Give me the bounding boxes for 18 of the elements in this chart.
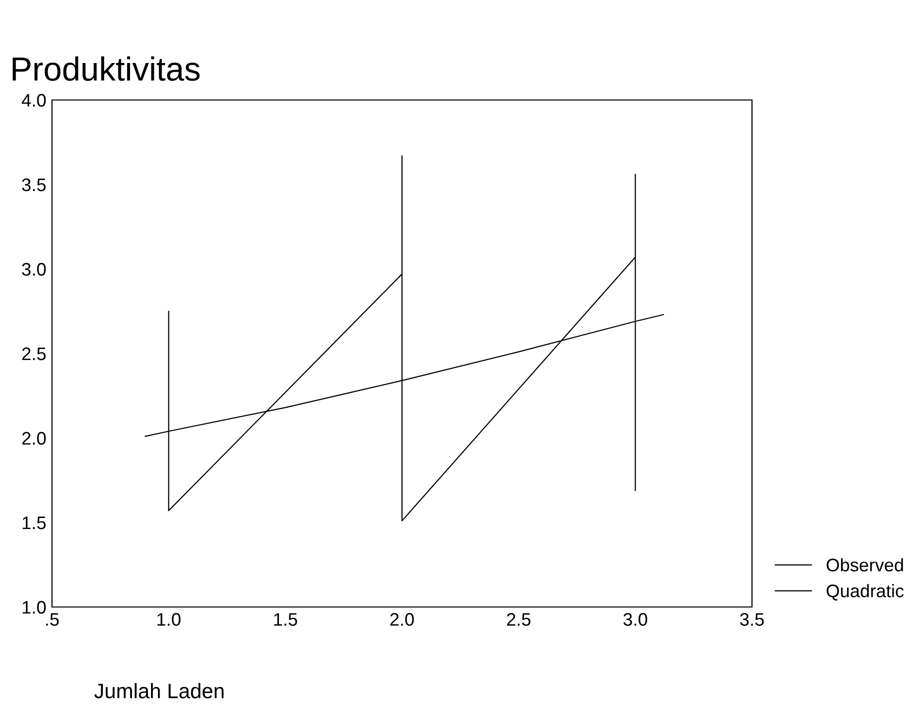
x-tick-label: 2.5 bbox=[507, 613, 530, 626]
x-axis-title: Jumlah Laden bbox=[94, 683, 224, 698]
y-tick-label: 2.0 bbox=[22, 432, 46, 445]
y-tick-label: 3.0 bbox=[22, 262, 46, 276]
x-tick-label: .5 bbox=[46, 613, 59, 626]
x-tick-label: 3.0 bbox=[623, 613, 648, 626]
y-tick-label: 1.0 bbox=[22, 600, 46, 614]
chart-title: Produktivitas bbox=[12, 56, 200, 81]
y-tick-label: 1.5 bbox=[22, 516, 46, 530]
x-tick-label: 2.0 bbox=[390, 613, 414, 626]
x-tick-label: 3.5 bbox=[740, 613, 764, 626]
legend-label: Observed bbox=[826, 558, 903, 572]
x-tick-label: 1.5 bbox=[274, 613, 298, 626]
y-tick-label: 4.0 bbox=[22, 94, 46, 107]
x-tick-label: 1.0 bbox=[157, 613, 181, 626]
y-tick-label: 2.5 bbox=[22, 347, 46, 360]
legend-label: Quadratic bbox=[826, 584, 904, 601]
y-tick-label: 3.5 bbox=[22, 178, 46, 192]
